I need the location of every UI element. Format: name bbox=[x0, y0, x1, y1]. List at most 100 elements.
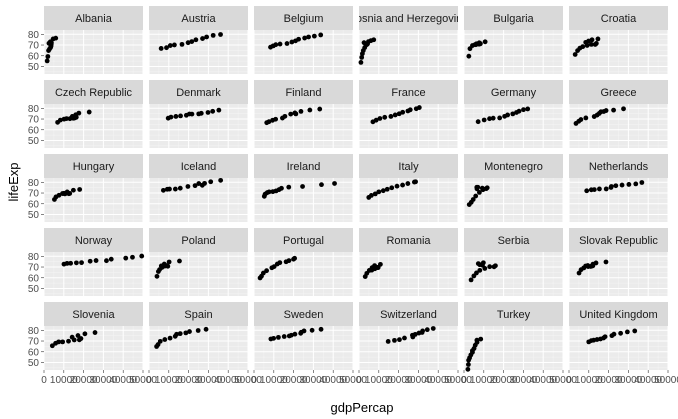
data-point bbox=[474, 270, 479, 276]
data-point bbox=[45, 54, 51, 59]
facet-strip bbox=[359, 302, 458, 326]
data-point bbox=[92, 330, 98, 335]
y-tick-label: 60 bbox=[28, 347, 40, 358]
facet-strip-label: Czech Republic bbox=[55, 87, 133, 99]
data-point bbox=[380, 188, 386, 194]
facet-strip-label: Belgium bbox=[284, 13, 324, 25]
y-tick-label: 50 bbox=[28, 136, 40, 147]
y-tick-label: 80 bbox=[28, 178, 40, 189]
facet-strip-label: Hungary bbox=[73, 161, 115, 173]
facet-panel: Croatia bbox=[568, 6, 669, 74]
data-point bbox=[384, 186, 390, 192]
data-point bbox=[210, 108, 216, 114]
data-point bbox=[64, 189, 70, 195]
data-point bbox=[603, 259, 609, 265]
x-tick-label: 20000 bbox=[490, 375, 518, 386]
data-point bbox=[613, 183, 619, 189]
data-point bbox=[44, 58, 50, 64]
x-tick-label: 20000 bbox=[595, 375, 623, 386]
data-point bbox=[218, 32, 223, 37]
data-point bbox=[185, 40, 191, 46]
x-tick-label: 20000 bbox=[280, 375, 308, 386]
x-tick-label: 0 bbox=[461, 375, 467, 386]
facet-strip bbox=[569, 6, 668, 30]
data-point bbox=[389, 185, 395, 191]
data-point bbox=[281, 334, 287, 339]
data-point bbox=[154, 273, 160, 279]
data-point bbox=[611, 331, 617, 337]
data-point bbox=[174, 331, 179, 337]
facet-strip bbox=[44, 80, 143, 104]
facet-strip bbox=[359, 80, 458, 104]
data-point bbox=[289, 39, 295, 45]
data-point bbox=[203, 326, 209, 332]
data-point bbox=[361, 40, 367, 46]
facet-strip-label: Bosnia and Herzegovina bbox=[349, 13, 470, 25]
facet-strip-label: France bbox=[391, 87, 425, 99]
data-point bbox=[493, 263, 498, 269]
data-point bbox=[525, 106, 531, 112]
facet-strip-label: Finland bbox=[285, 87, 321, 99]
data-point bbox=[189, 111, 195, 117]
facet-strip bbox=[569, 302, 668, 326]
facet-strip bbox=[464, 302, 563, 326]
x-tick-label: 0 bbox=[566, 375, 572, 386]
data-point bbox=[167, 335, 173, 341]
y-tick-label: 50 bbox=[28, 210, 40, 221]
x-axis-title: gdpPercap bbox=[331, 400, 394, 415]
data-point bbox=[218, 177, 224, 183]
data-point bbox=[603, 108, 609, 113]
data-point bbox=[388, 114, 394, 119]
data-point bbox=[64, 116, 69, 121]
facet-strip bbox=[44, 6, 143, 30]
data-point bbox=[318, 32, 324, 38]
data-point bbox=[397, 337, 402, 343]
facet-strip bbox=[44, 302, 143, 326]
data-point bbox=[292, 110, 298, 116]
facet-strip-label: United Kingdom bbox=[579, 309, 657, 321]
data-point bbox=[196, 181, 202, 186]
facet-panel: Portugal bbox=[253, 228, 354, 296]
data-point bbox=[53, 35, 59, 41]
data-point bbox=[591, 187, 597, 192]
data-point bbox=[183, 330, 189, 336]
facet-strip-label: Sweden bbox=[284, 309, 324, 321]
data-point bbox=[300, 184, 305, 189]
data-point bbox=[173, 114, 179, 119]
facet-panel: Bosnia and Herzegovina bbox=[349, 6, 470, 74]
facet-strip-label: Greece bbox=[600, 87, 636, 99]
data-point bbox=[624, 329, 630, 335]
data-point bbox=[373, 117, 379, 123]
facet-strip bbox=[569, 80, 668, 104]
facet-panel: Italy bbox=[358, 154, 459, 222]
data-point bbox=[177, 331, 183, 337]
data-point bbox=[179, 41, 185, 47]
data-point bbox=[49, 343, 55, 349]
data-point bbox=[277, 260, 283, 266]
data-point bbox=[473, 193, 479, 199]
data-point bbox=[266, 119, 272, 125]
data-point bbox=[192, 183, 198, 189]
x-tick-label: 50000 bbox=[444, 375, 472, 386]
facet-panel: Austria bbox=[148, 6, 249, 74]
data-point bbox=[392, 337, 397, 343]
data-point bbox=[277, 41, 283, 47]
data-point bbox=[195, 328, 201, 333]
data-point bbox=[603, 186, 609, 192]
data-point bbox=[77, 187, 83, 192]
data-point bbox=[468, 277, 474, 283]
y-tick-label: 50 bbox=[28, 62, 40, 73]
facet-panel: Montenegro bbox=[463, 154, 564, 222]
data-point bbox=[210, 32, 216, 38]
data-point bbox=[288, 111, 294, 117]
y-tick-label: 60 bbox=[28, 273, 40, 284]
data-point bbox=[306, 34, 311, 40]
data-point bbox=[205, 110, 211, 115]
data-point bbox=[572, 52, 578, 57]
data-point bbox=[632, 328, 638, 334]
data-point bbox=[392, 112, 398, 118]
